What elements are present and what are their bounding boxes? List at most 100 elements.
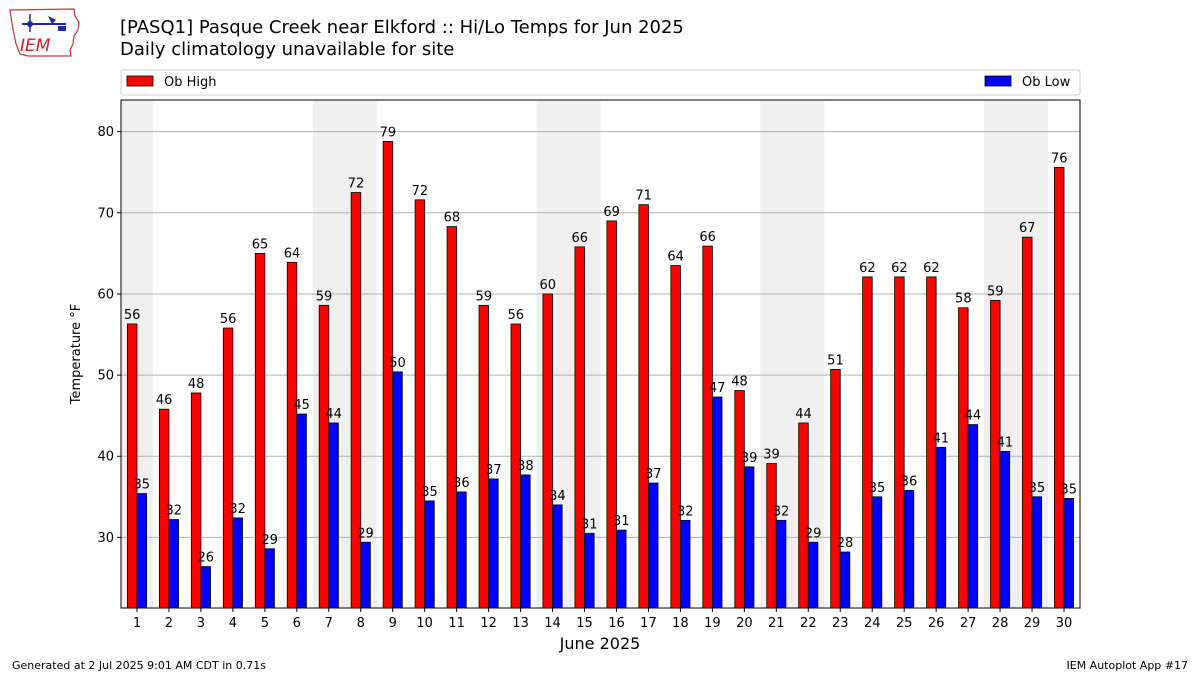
x-tick-label-2: 2 (165, 616, 173, 631)
low-bar-7 (328, 422, 339, 609)
low-bar-10 (424, 500, 435, 609)
x-tick-label-28: 28 (992, 616, 1009, 631)
low-value-label-12: 37 (485, 463, 502, 478)
high-bar-6 (286, 261, 298, 609)
high-value-label-4: 56 (220, 312, 237, 327)
high-value-label-30: 76 (1051, 151, 1068, 166)
low-bar-2 (168, 519, 179, 609)
chart-title: [PASQ1] Pasque Creek near Elkford :: Hi/… (120, 17, 684, 61)
low-bar-3 (200, 566, 211, 609)
low-bar-23 (839, 551, 851, 609)
low-bar-6 (296, 413, 307, 609)
x-tick-label-16: 16 (608, 616, 625, 631)
high-value-label-10: 72 (412, 184, 429, 199)
title-line-2: Daily climatology unavailable for site (120, 39, 455, 60)
high-bar-4 (222, 327, 234, 609)
legend-low-swatch (984, 75, 1012, 87)
low-value-label-14: 34 (549, 489, 566, 504)
low-value-label-3: 26 (197, 551, 214, 566)
legend-high-label: Ob High (164, 75, 217, 90)
low-value-label-27: 44 (965, 409, 982, 424)
high-value-label-15: 66 (571, 231, 588, 246)
high-bar-14 (542, 293, 553, 609)
high-value-label-8: 72 (348, 177, 365, 192)
y-tick-label-60: 60 (97, 287, 114, 302)
low-bar-8 (360, 541, 371, 609)
low-value-label-25: 36 (901, 474, 918, 489)
high-value-label-11: 68 (444, 211, 461, 226)
low-value-label-10: 35 (421, 485, 438, 500)
weekend-band-8 (344, 100, 377, 608)
logo-text: IEM (20, 36, 51, 56)
high-bar-10 (414, 199, 426, 609)
low-bar-17 (648, 482, 659, 609)
x-axis-label: June 2025 (559, 634, 641, 653)
low-bar-14 (552, 504, 563, 609)
x-tick-label-27: 27 (960, 616, 977, 631)
x-tick-label-18: 18 (672, 616, 689, 631)
y-tick-label-40: 40 (97, 450, 114, 465)
low-value-label-17: 37 (645, 467, 662, 482)
high-bar-22 (798, 422, 809, 609)
high-bar-26 (926, 276, 937, 609)
x-tick-label-9: 9 (389, 616, 397, 631)
high-bar-19 (702, 245, 713, 609)
app-note: IEM Autoplot App #17 (1066, 659, 1189, 672)
high-bar-13 (510, 323, 521, 609)
high-bar-23 (830, 369, 841, 609)
x-tick-label-24: 24 (864, 616, 881, 631)
high-bar-11 (446, 226, 458, 609)
low-bar-21 (775, 519, 787, 609)
weekend-band-7 (312, 100, 345, 608)
low-value-label-19: 47 (709, 381, 726, 396)
x-tick-label-25: 25 (896, 616, 913, 631)
high-bar-5 (254, 252, 266, 609)
low-bar-13 (520, 474, 531, 609)
high-value-label-18: 64 (667, 250, 684, 265)
high-bar-30 (1054, 166, 1065, 609)
generated-note: Generated at 2 Jul 2025 9:01 AM CDT in 0… (12, 659, 266, 672)
high-value-label-3: 48 (188, 377, 205, 392)
x-tick-label-20: 20 (736, 616, 753, 631)
high-bar-1 (126, 323, 138, 609)
low-bar-29 (1031, 496, 1043, 609)
data-labels: 56 46 48 56 65 64 59 72 79 72 68 59 56 60 66 69 71 64 66 48… (124, 125, 1077, 565)
high-value-label-21: 39 (763, 448, 780, 463)
high-bar-15 (574, 246, 585, 609)
high-value-label-28: 59 (987, 284, 1004, 299)
bars (126, 140, 1075, 609)
high-bar-21 (766, 463, 777, 609)
low-value-label-13: 38 (517, 459, 534, 474)
low-bar-28 (999, 450, 1011, 609)
high-value-label-6: 64 (284, 246, 301, 261)
x-tick-label-29: 29 (1024, 616, 1041, 631)
low-bar-25 (903, 489, 915, 609)
x-tick-label-10: 10 (416, 616, 433, 631)
high-bar-28 (990, 300, 1001, 609)
y-tick-label-70: 70 (97, 206, 114, 221)
low-bar-26 (935, 446, 947, 609)
y-tick-label-30: 30 (97, 531, 114, 546)
low-value-label-22: 29 (805, 526, 822, 541)
grid-lines (121, 131, 1080, 538)
low-bar-30 (1063, 498, 1075, 609)
weekend-band-22 (792, 100, 825, 608)
low-bar-27 (967, 424, 979, 609)
low-value-label-1: 35 (134, 478, 151, 493)
low-value-label-20: 39 (741, 451, 758, 466)
low-value-label-21: 32 (773, 504, 790, 519)
high-bar-9 (382, 140, 394, 609)
high-value-label-25: 62 (891, 261, 908, 276)
y-tick-label-50: 50 (97, 369, 114, 384)
low-value-label-9: 50 (389, 356, 406, 371)
high-value-label-17: 71 (635, 189, 652, 204)
low-value-label-4: 32 (229, 502, 246, 517)
high-bar-25 (894, 276, 905, 609)
high-value-label-24: 62 (859, 261, 876, 276)
low-value-label-28: 41 (997, 435, 1014, 450)
high-bar-12 (478, 304, 490, 609)
title-line-1: [PASQ1] Pasque Creek near Elkford :: Hi/… (120, 17, 684, 38)
high-bar-2 (158, 408, 170, 609)
high-value-label-5: 65 (252, 237, 269, 252)
